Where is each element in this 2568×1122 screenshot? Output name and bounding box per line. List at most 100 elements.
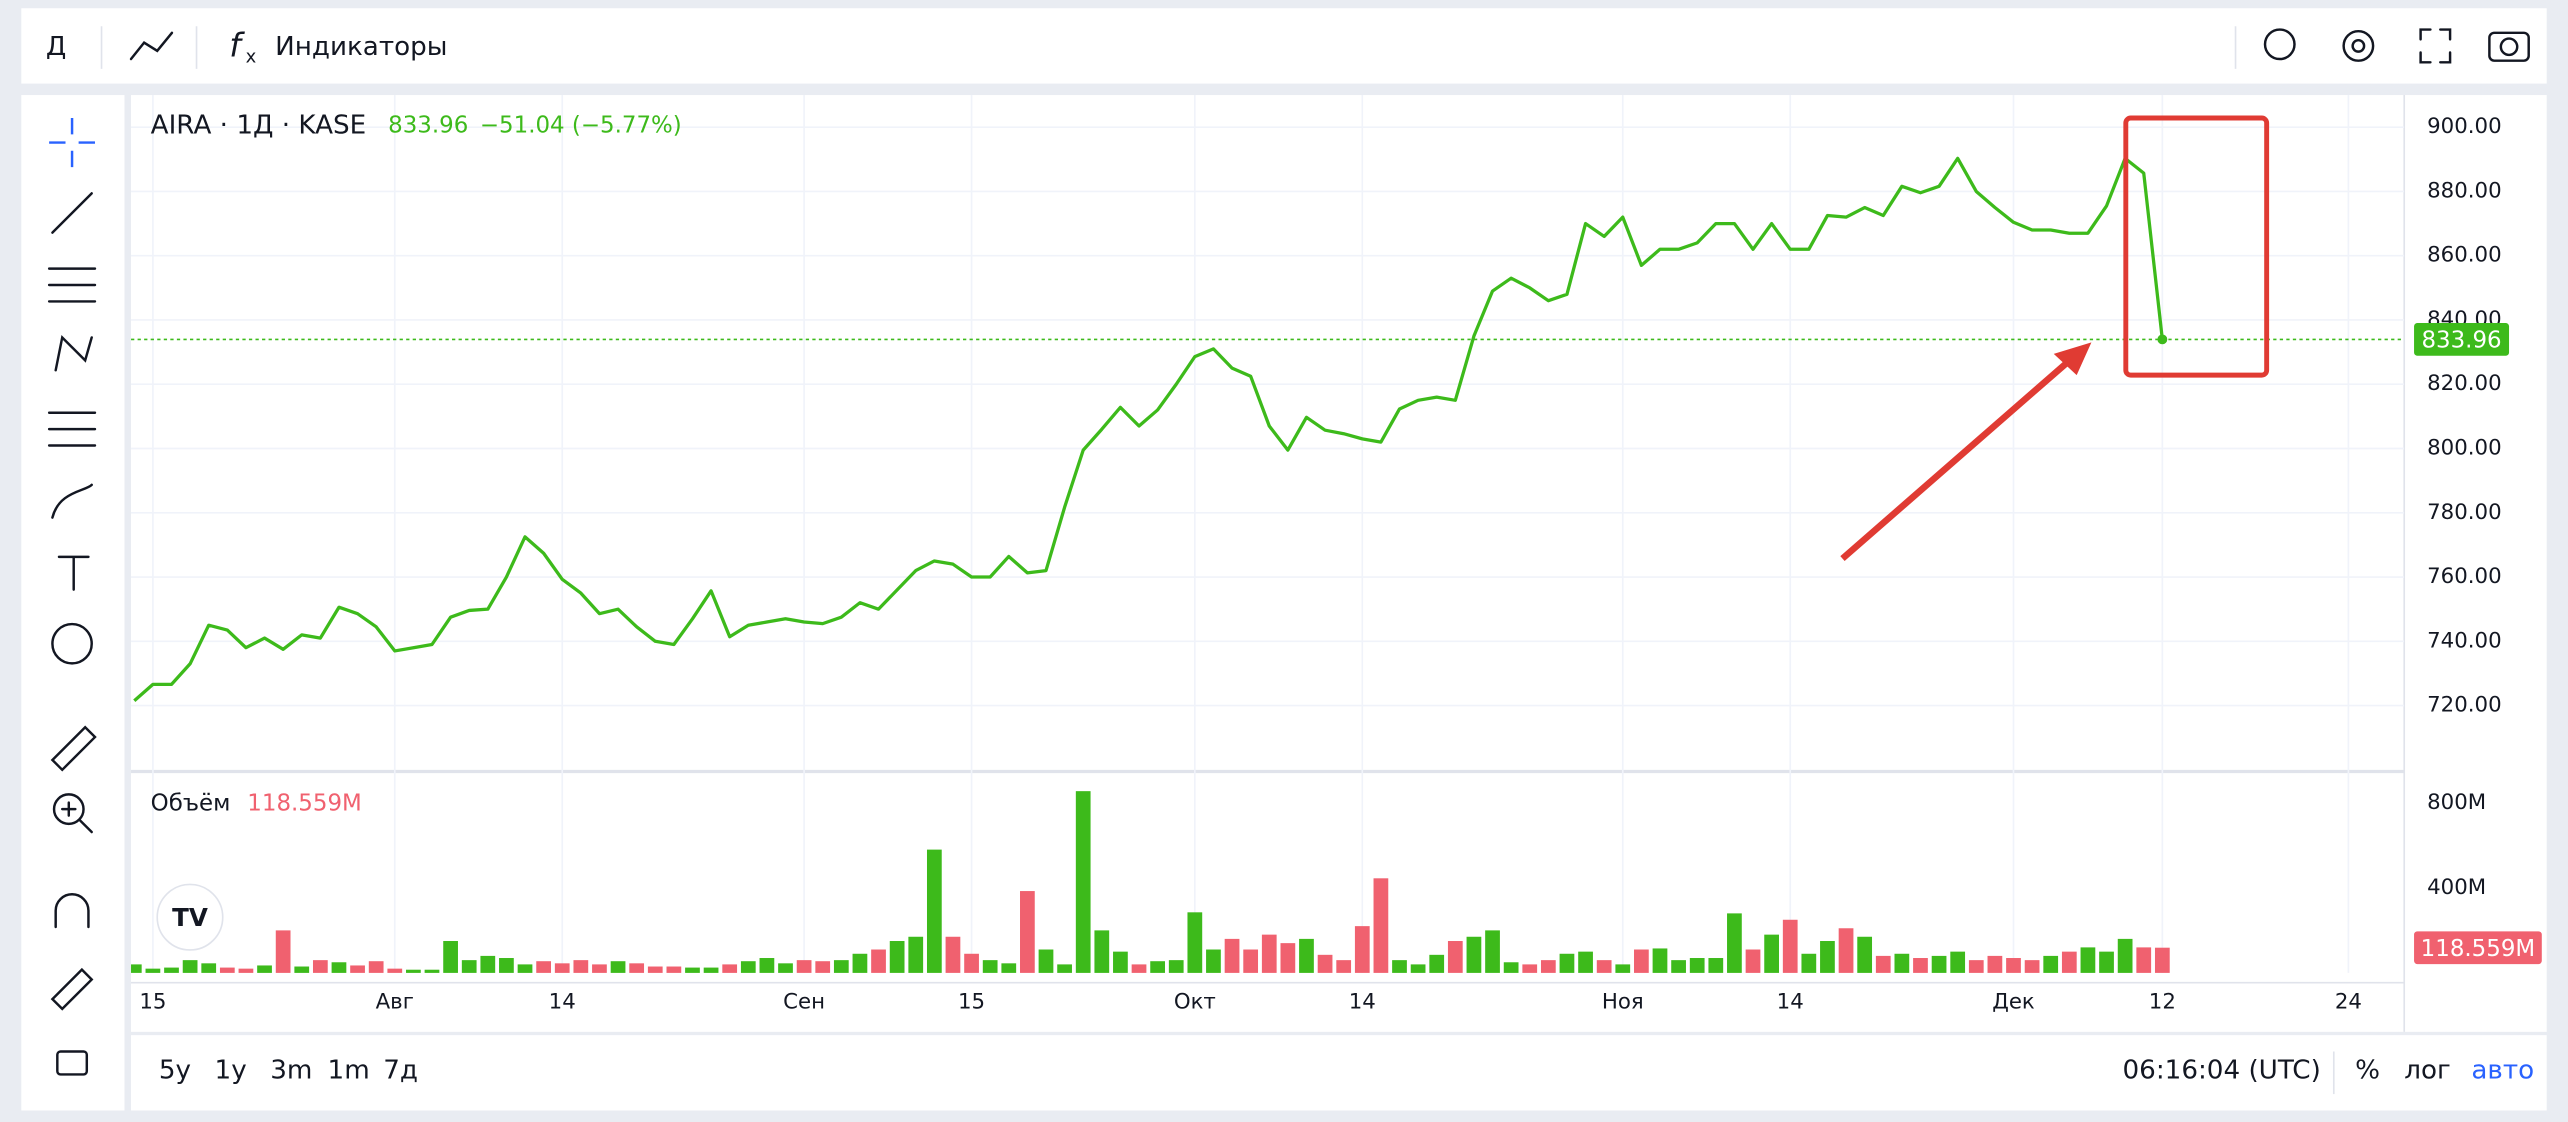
volume-bar <box>1596 960 1612 973</box>
y-tick-label: 880.00 <box>2427 178 2501 203</box>
volume-bar <box>778 963 793 973</box>
volume-bar <box>1671 960 1686 973</box>
y-tick-label: 780.00 <box>2427 500 2501 525</box>
chart-type-button[interactable] <box>129 31 174 61</box>
plot <box>131 95 2405 973</box>
left-toolbar <box>21 95 125 1111</box>
volume-bar <box>368 961 384 973</box>
brush-tool[interactable] <box>51 483 93 519</box>
percent-button[interactable]: % <box>2355 1056 2380 1086</box>
volume-bar <box>1206 949 1221 973</box>
tv-logo[interactable] <box>156 883 224 951</box>
trendline-tool[interactable] <box>51 192 93 234</box>
text-tool[interactable] <box>57 555 90 591</box>
volume-bar <box>1857 936 1873 973</box>
log-button[interactable]: лог <box>2404 1056 2451 1086</box>
range-button[interactable]: 1y <box>215 1056 247 1086</box>
volume-bar <box>1894 953 1910 973</box>
volume-bar <box>1001 963 1017 973</box>
x-tick-label: 14 <box>549 989 576 1014</box>
volume-bar <box>387 968 403 973</box>
x-tick-label: Ноя <box>1602 989 1644 1014</box>
volume-bar <box>461 960 477 973</box>
volume-bar <box>1485 930 1500 973</box>
volume-bar <box>1224 938 1240 973</box>
x-tick-label: Авг <box>376 989 414 1014</box>
x-tick-label: 24 <box>2335 989 2362 1014</box>
interval-button[interactable]: Д <box>46 32 66 62</box>
last-point <box>2157 334 2168 345</box>
volume-bar <box>759 958 775 973</box>
range-button[interactable]: 3m <box>270 1056 312 1086</box>
settings-button[interactable] <box>2342 29 2375 62</box>
volume-bar <box>2136 947 2152 973</box>
price-badge-label: 833.96 <box>2421 328 2501 354</box>
draw-mode-tool[interactable] <box>50 967 94 1011</box>
prediction-tool[interactable] <box>47 411 97 447</box>
crosshair-tool[interactable] <box>49 117 95 168</box>
volume-bar <box>1466 936 1482 973</box>
volume-bar <box>2154 947 2170 973</box>
volume-bar <box>852 953 868 973</box>
fib-tool[interactable] <box>47 267 97 303</box>
volume-bar <box>1354 926 1370 973</box>
volume-bar <box>647 966 663 973</box>
volume-bar <box>2043 955 2059 973</box>
zoom-tool[interactable] <box>52 793 85 826</box>
alert-button[interactable] <box>2263 28 2296 61</box>
volume-bar <box>1075 791 1091 973</box>
bottom-bar <box>131 1035 2547 1111</box>
volume-bar <box>1634 949 1649 973</box>
volume-bar <box>219 967 235 973</box>
volume-bar <box>1708 958 1724 973</box>
magnet-tool[interactable] <box>54 893 90 929</box>
volume-bar <box>312 960 328 973</box>
indicators-button[interactable]: Индикаторы <box>275 32 447 62</box>
y-tick-label: 740.00 <box>2427 628 2501 653</box>
volume-bar <box>1168 960 1184 973</box>
range-button[interactable]: 5y <box>159 1056 191 1086</box>
volume-bar <box>1020 891 1035 973</box>
zoom-icon <box>61 801 93 834</box>
ruler-tool[interactable] <box>50 725 97 772</box>
volume-bar <box>1931 955 1947 973</box>
top-toolbar <box>21 8 2547 84</box>
volume-bar <box>629 963 645 973</box>
emoji-tool[interactable] <box>51 622 93 665</box>
auto-button[interactable]: авто <box>2471 1056 2534 1086</box>
volume-bar <box>275 930 291 973</box>
volume-bar <box>1038 949 1054 973</box>
volume-bar <box>1094 930 1110 973</box>
volume-bar <box>1782 919 1798 973</box>
range-button[interactable]: 7д <box>383 1056 418 1086</box>
volume-bar <box>592 964 607 973</box>
fullscreen-button[interactable] <box>2419 28 2452 64</box>
volume-bar <box>1429 954 1445 973</box>
volume-bar <box>740 961 756 973</box>
tv-logo: TV <box>172 903 208 932</box>
volume-bar <box>182 960 198 973</box>
pattern-tool[interactable] <box>54 334 93 372</box>
screenshot-button[interactable] <box>2488 31 2530 62</box>
volume-value: 118.559M <box>247 791 362 817</box>
volume-bar <box>610 961 626 973</box>
range-button[interactable]: 1m <box>328 1056 370 1086</box>
volume-bar <box>164 967 179 973</box>
x-tick-label: 12 <box>2149 989 2176 1014</box>
volume-bar <box>1764 934 1779 973</box>
volume-bar <box>1447 941 1463 973</box>
volume-bar <box>1503 962 1519 973</box>
fx-icon: x <box>246 46 257 67</box>
volume-bar <box>833 960 849 973</box>
lock-tool[interactable] <box>56 1050 89 1076</box>
settings-icon <box>2351 38 2366 53</box>
volume-bar <box>815 961 831 973</box>
volume-badge-label: 118.559M <box>2421 936 2536 962</box>
volume-bar <box>350 965 365 973</box>
volume-bar <box>1150 961 1165 973</box>
volume-bar <box>703 967 719 973</box>
x-tick-label: Дек <box>1992 989 2035 1014</box>
x-tick-label: 15 <box>958 989 985 1014</box>
volume-bar <box>1261 934 1277 973</box>
volume-bar <box>722 964 738 973</box>
